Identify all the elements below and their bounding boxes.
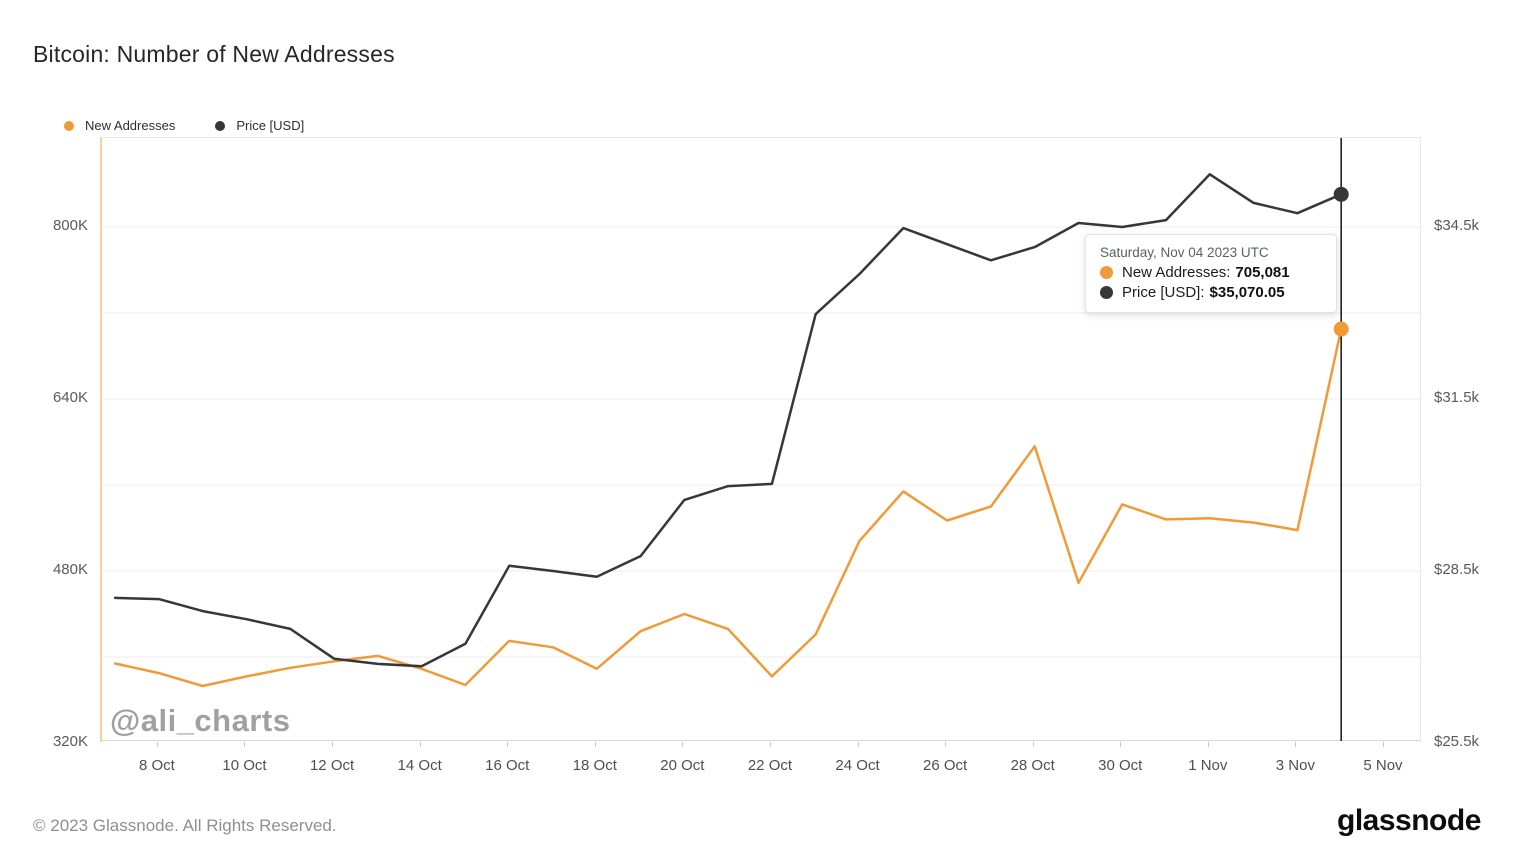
x-axis-tick [857,742,859,747]
x-axis-label: 24 Oct [835,757,880,774]
glassnode-logo: glassnode [1337,804,1481,837]
plot-area[interactable]: @ali_charts Saturday, Nov 04 2023 UTC Ne… [100,137,1421,742]
x-axis-label: 5 Nov [1363,757,1403,774]
tooltip-price-dot-icon [1100,286,1113,299]
new-addresses-line [113,327,1343,688]
new-addresses-marker-dot [1333,321,1349,337]
left-axis-label: 800K [52,217,88,234]
tooltip-new-addresses-value: 705,081 [1235,264,1290,281]
x-axis-label: 22 Oct [747,757,793,774]
tooltip-row-new-addresses: New Addresses: 705,081 [1100,264,1322,281]
x-axis-tick [769,742,771,747]
x-axis-label: 3 Nov [1275,757,1315,774]
x-axis-tick [244,742,246,747]
x-axis-label: 12 Oct [309,757,355,774]
right-axis-label: $28.5k [1434,561,1480,578]
chart-canvas [102,138,1420,741]
x-axis-tick [156,742,158,747]
price-usd--marker-dot [1333,186,1349,202]
x-axis-label: 28 Oct [1010,757,1055,774]
tooltip-new-addresses-label: New Addresses: [1122,264,1231,281]
price-usd--line [113,173,1343,668]
left-axis-label: 640K [52,389,88,406]
tooltip: Saturday, Nov 04 2023 UTC New Addresses:… [1085,234,1337,313]
price-usd-dot-icon [215,120,226,131]
x-axis-tick [682,742,684,747]
tooltip-new-addresses-dot-icon [1100,266,1113,279]
x-axis-tick [594,742,596,747]
legend-label-price-usd: Price [USD] [236,118,305,133]
copyright-text: © 2023 Glassnode. All Rights Reserved. [33,816,337,835]
tooltip-date: Saturday, Nov 04 2023 UTC [1100,245,1269,260]
legend-item-price-usd[interactable]: Price [USD] [215,118,304,133]
x-axis-label: 8 Oct [138,757,175,774]
right-axis-label: $34.5k [1434,217,1480,234]
x-axis-tick [419,742,421,747]
right-axis-label: $31.5k [1434,389,1480,406]
x-axis-label: 20 Oct [660,757,705,774]
left-axis-label: 320K [52,733,88,750]
x-axis-tick [1207,742,1209,747]
x-axis-label: 26 Oct [923,757,968,774]
x-axis-tick [507,742,509,747]
x-axis-label: 30 Oct [1098,757,1143,774]
watermark: @ali_charts [110,703,291,738]
x-axis-tick [1295,742,1297,747]
x-axis-tick [1032,742,1034,747]
left-axis-label: 480K [52,561,88,578]
right-axis-label: $25.5k [1434,733,1480,750]
legend: New Addresses Price [USD] [64,118,304,133]
legend-label-new-addresses: New Addresses [85,118,176,133]
x-axis-tick [1120,742,1122,747]
new-addresses-dot-icon [64,120,74,131]
x-axis-label: 16 Oct [485,757,530,774]
x-axis-tick [332,742,334,747]
x-axis-label: 10 Oct [222,757,267,774]
x-axis-tick [1382,742,1384,747]
x-axis-label: 18 Oct [572,757,617,774]
x-axis-label: 14 Oct [397,757,442,774]
tooltip-row-price: Price [USD]: $35,070.05 [1100,284,1322,301]
page-title: Bitcoin: Number of New Addresses [33,41,395,67]
tooltip-price-label: Price [USD]: [1122,284,1205,301]
x-axis-tick [945,742,947,747]
tooltip-price-value: $35,070.05 [1209,284,1285,301]
x-axis-label: 1 Nov [1188,757,1228,774]
legend-item-new-addresses[interactable]: New Addresses [64,118,175,133]
